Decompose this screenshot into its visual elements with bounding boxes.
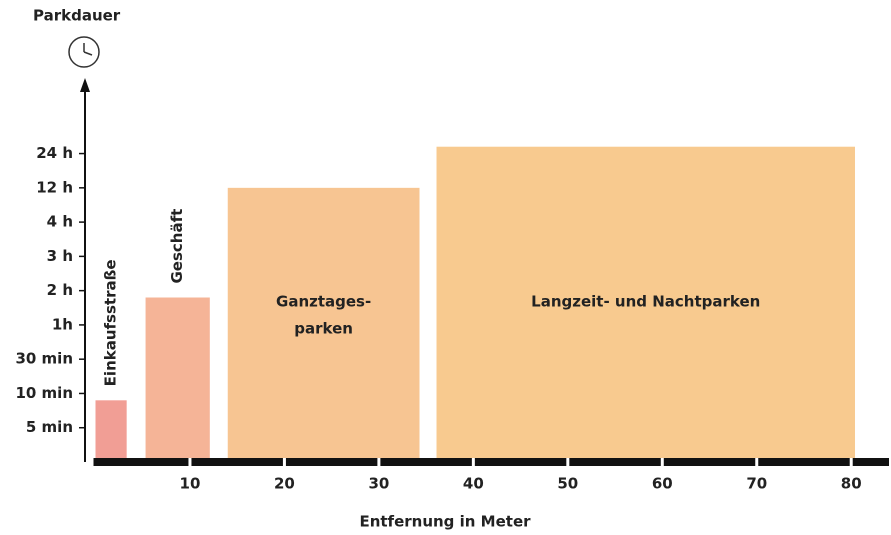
bar [436,146,855,463]
y-axis-label: Parkdauer [33,7,121,25]
bar-label: parken [294,320,353,338]
bar-label: Einkaufsstraße [102,259,120,386]
y-axis-arrow [80,78,90,92]
bar-label: Geschäft [168,209,186,284]
x-tick-label: 10 [180,475,201,493]
x-tick-label: 50 [557,475,578,493]
y-tick-label: 10 min [15,384,73,402]
x-tick-label: 30 [368,475,389,493]
x-axis-label: Entfernung in Meter [359,513,531,531]
x-tick-label: 20 [274,475,295,493]
y-tick-label: 2 h [47,281,73,299]
y-tick-label: 12 h [36,178,73,196]
y-tick-label: 1h [52,315,73,333]
clock-icon [68,36,100,68]
y-tick-label: 4 h [47,213,73,231]
bar [227,187,420,463]
y-tick-label: 3 h [47,247,73,265]
x-axis [93,458,889,466]
bar [95,400,127,462]
x-tick-label: 80 [841,475,862,493]
x-tick-label: 40 [463,475,484,493]
y-tick-label: 24 h [36,144,73,162]
bar [145,297,210,462]
y-tick-label: 5 min [26,418,73,436]
bar-label: Ganztages- [276,293,371,311]
y-tick-label: 30 min [15,350,73,368]
x-tick-label: 70 [746,475,767,493]
x-tick-label: 60 [652,475,673,493]
bar-label: Langzeit- und Nachtparken [531,293,760,311]
